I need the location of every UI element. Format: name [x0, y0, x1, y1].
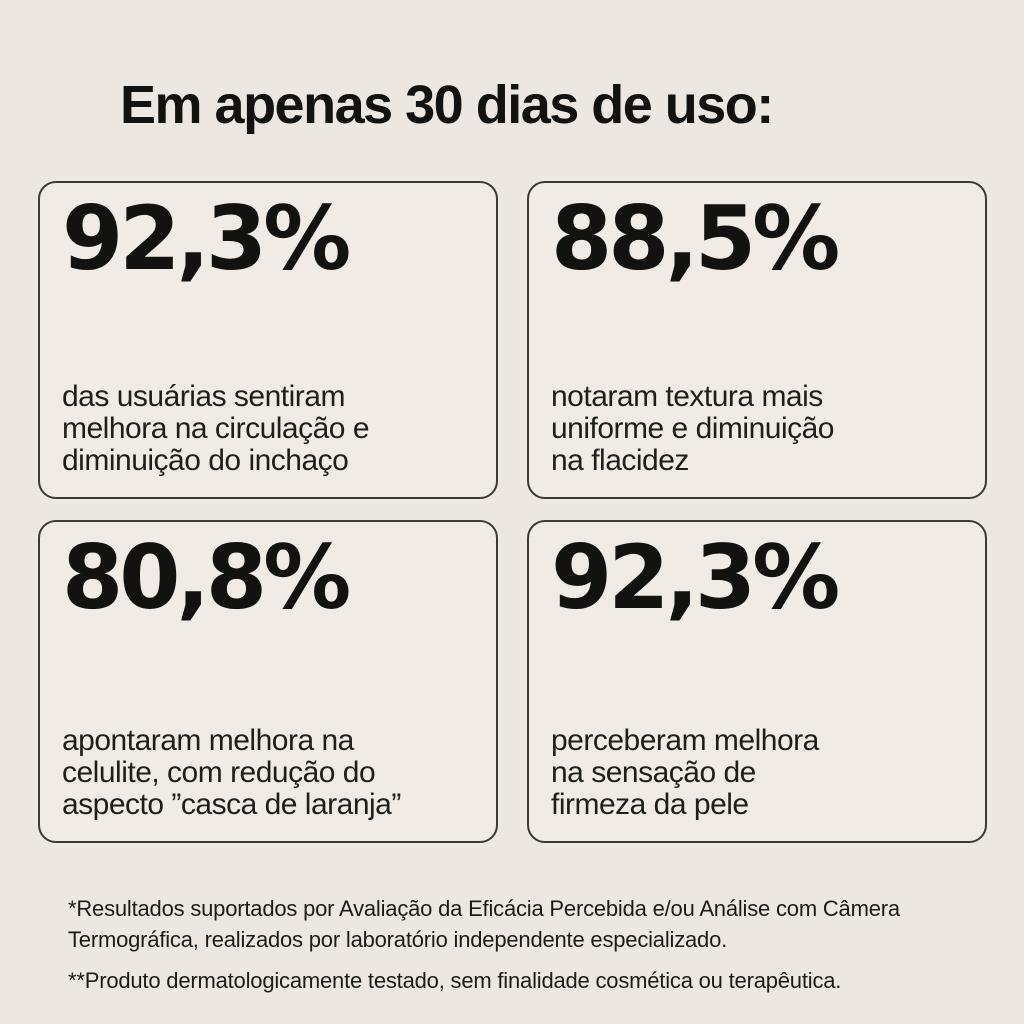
footnote-results-disclaimer: *Resultados suportados por Avaliação da … — [68, 896, 900, 952]
footnotes: *Resultados suportados por Avaliação da … — [68, 893, 1004, 996]
stats-grid: 92,3% das usuárias sentiram melhora na c… — [38, 181, 987, 843]
stat-description-cellulite: apontaram melhora na celulite, com reduç… — [62, 724, 401, 821]
stat-description-circulation: das usuárias sentiram melhora na circula… — [62, 380, 370, 477]
stat-card-firmness: 92,3% perceberam melhora na sensação de … — [527, 520, 987, 843]
stat-card-texture: 88,5% notaram textura mais uniforme e di… — [527, 181, 987, 499]
stat-value-texture: 88,5% — [551, 187, 840, 290]
page-title: Em apenas 30 dias de uso: — [120, 75, 774, 135]
stat-value-firmness: 92,3% — [551, 526, 840, 629]
stat-description-texture: notaram textura mais uniforme e diminuiç… — [551, 380, 834, 477]
footnote-product-disclaimer: **Produto dermatologicamente testado, se… — [68, 968, 842, 993]
stat-card-circulation: 92,3% das usuárias sentiram melhora na c… — [38, 181, 498, 499]
stat-description-firmness: perceberam melhora na sensação de firmez… — [551, 724, 819, 821]
stat-card-cellulite: 80,8% apontaram melhora na celulite, com… — [38, 520, 498, 843]
stat-value-cellulite: 80,8% — [62, 526, 351, 629]
stat-value-circulation: 92,3% — [62, 187, 351, 290]
